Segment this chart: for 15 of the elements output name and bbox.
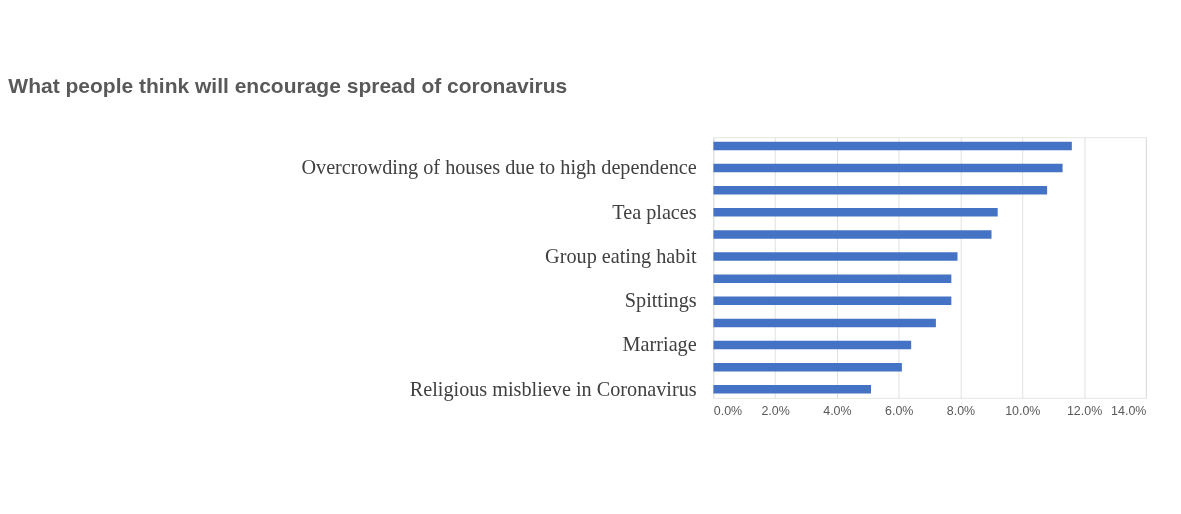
y-tick-label: Tea places bbox=[612, 200, 697, 224]
x-tick-label: 2.0% bbox=[761, 403, 790, 418]
text: What people think will encourage spread of coronavirus bbox=[8, 74, 568, 98]
y-tick-label: Marriage bbox=[622, 333, 697, 357]
x-tick-label: 14.0% bbox=[1111, 403, 1147, 418]
y-tick-label: Overcrowding of houses due to high dependence bbox=[301, 156, 697, 180]
x-tick-label: 4.0% bbox=[823, 403, 852, 418]
x-tick-label: 10.0% bbox=[1005, 403, 1041, 418]
x-tick-label: 6.0% bbox=[885, 403, 914, 418]
x-tick-label: 12.0% bbox=[1066, 403, 1103, 418]
x-tick-label: 0.0% bbox=[713, 403, 743, 418]
y-tick-label: Spittings bbox=[624, 289, 697, 313]
y-tick-label: Group eating habit bbox=[545, 244, 698, 268]
y-tick-label: Religious misblieve in Coronavirus bbox=[409, 377, 697, 401]
x-tick-label: 8.0% bbox=[946, 403, 976, 418]
